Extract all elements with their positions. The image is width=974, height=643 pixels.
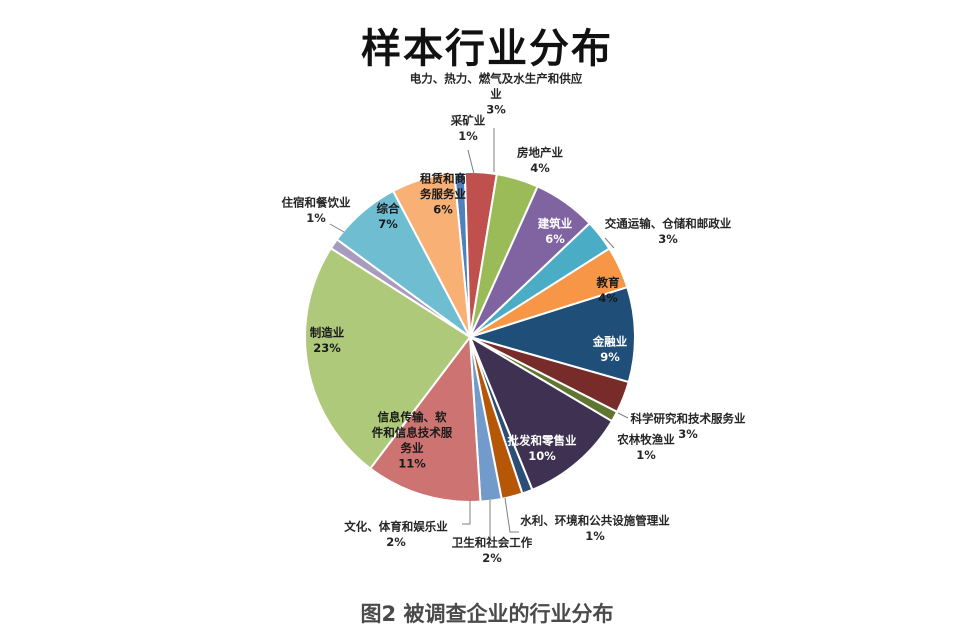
- figure-caption: 图2 被调查企业的行业分布: [360, 602, 614, 626]
- pie-slices: [304, 171, 636, 504]
- slice-14-wedge: [368, 334, 482, 504]
- slice-5-leader-line: [604, 237, 615, 249]
- slice-9-label: 农林牧渔业 1%: [616, 432, 675, 462]
- slice-15-wedge: [304, 246, 472, 470]
- slice-16-leader-line: [329, 223, 345, 233]
- slice-11-label: 水利、环境和公共设施管理业 1%: [520, 513, 670, 543]
- slice-15-label: 制造业 23%: [310, 325, 345, 355]
- slice-13-label: 文化、体育和娱乐业 2%: [344, 519, 448, 549]
- slice-4-label: 建筑业 6%: [538, 216, 573, 246]
- leader-lines: [329, 128, 629, 541]
- slice-1-label: 采矿业 1%: [450, 113, 486, 143]
- slice-8-label: 科学研究和技术服务业 3%: [631, 411, 746, 441]
- slice-18-wedge: [391, 171, 471, 338]
- slice-labels: 采矿业 1%电力、热力、燃气及水生产和供应业 3% 房地产业 4% 建筑业 6% 交通运输、仓…: [282, 72, 746, 565]
- slice-18-label: 租赁和商务服务业 6%: [420, 172, 466, 217]
- slice-1-leader-line: [467, 149, 475, 175]
- slice-8-leader-line: [617, 412, 629, 419]
- slice-6-label: 教育 4%: [596, 275, 620, 305]
- slice-10-label: 批发和零售业 10%: [508, 433, 577, 463]
- slice-7-wedge: [466, 285, 636, 384]
- slice-13-leader-line: [462, 500, 471, 525]
- slice-11-leader-line: [504, 497, 519, 533]
- slice-7-label: 金融业 9%: [592, 334, 628, 364]
- slice-10-wedge: [467, 334, 614, 492]
- slice-12-label: 卫生和社会工作 2%: [452, 535, 533, 565]
- slice-16-label: 住宿和餐饮业 1%: [282, 195, 351, 225]
- slice-3-label: 房地产业 4%: [517, 145, 563, 175]
- slice-5-label: 交通运输、仓储和邮政业 3%: [605, 216, 732, 246]
- chart-title: 样本行业分布: [361, 26, 613, 72]
- slice-2-label: 电力、热力、燃气及水生产和供应业 3%: [410, 72, 583, 117]
- slice-14-label: 信息传输、软件和信息技术服务业 11%: [372, 410, 453, 471]
- slice-17-label: 综合 7%: [377, 201, 400, 231]
